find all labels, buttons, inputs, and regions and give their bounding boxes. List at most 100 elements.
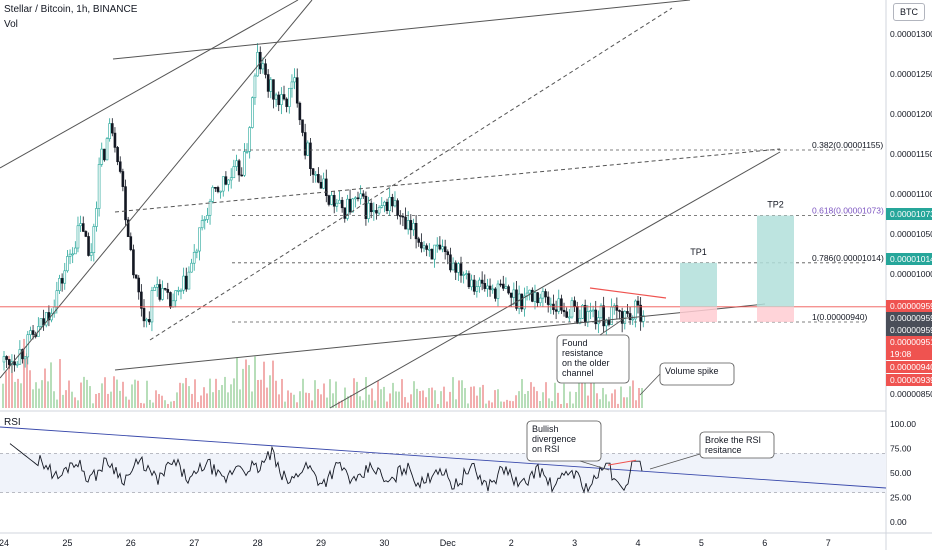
candle-body — [361, 193, 365, 197]
volume-bar — [506, 399, 508, 408]
candle-body — [277, 94, 281, 106]
candle-body — [140, 291, 143, 309]
volume-bar — [422, 390, 424, 408]
candle-body — [118, 161, 122, 172]
volume-bar — [158, 394, 160, 408]
candle-body — [591, 309, 595, 312]
price-scale-badge — [886, 336, 932, 348]
candle-body — [475, 286, 479, 292]
candle-body — [169, 292, 172, 308]
volume-bar — [575, 391, 577, 408]
volume-legend[interactable]: Vol — [4, 19, 18, 30]
candle-body — [240, 174, 244, 177]
volume-bar — [503, 401, 505, 408]
candle-body — [5, 356, 8, 360]
candle-body — [520, 293, 524, 310]
volume-bar — [47, 381, 49, 408]
volume-bar — [572, 403, 574, 408]
candle-body — [171, 300, 175, 308]
volume-bar — [443, 386, 445, 408]
currency-badge[interactable]: BTC — [893, 3, 925, 21]
volume-bar — [50, 362, 52, 408]
candle-body — [129, 236, 133, 251]
volume-bar — [440, 391, 442, 408]
candle-body — [15, 363, 19, 366]
candle-body — [155, 284, 159, 288]
candle-body — [459, 263, 463, 276]
candle-body — [435, 244, 439, 247]
candle-body — [317, 174, 320, 183]
candle-body — [282, 94, 286, 100]
candle-body — [454, 262, 458, 273]
volume-bar — [590, 378, 592, 408]
candle-body — [639, 304, 642, 322]
candle-body — [377, 206, 381, 214]
volume-bar — [317, 388, 319, 408]
volume-bar — [395, 391, 397, 408]
volume-bar — [335, 381, 337, 408]
volume-bar — [203, 387, 205, 408]
rsi-legend[interactable]: RSI — [4, 417, 21, 428]
take-profit-zone — [757, 215, 794, 307]
volume-bar — [131, 384, 133, 408]
candle-body — [404, 216, 407, 230]
price-scale-badge — [886, 300, 932, 312]
volume-bar — [635, 400, 637, 408]
volume-bar — [497, 389, 499, 408]
volume-bar — [623, 397, 625, 408]
candle-body — [507, 286, 510, 294]
candle-body — [126, 219, 130, 237]
symbol-legend[interactable]: Stellar / Bitcoin, 1h, BINANCE — [4, 4, 138, 15]
x-tick-label: 2 — [509, 538, 514, 548]
volume-bar — [527, 390, 529, 408]
volume-bar — [509, 400, 511, 408]
volume-bar — [305, 392, 307, 408]
candle-body — [348, 198, 352, 213]
candle-body — [206, 215, 209, 220]
volume-bar — [374, 400, 376, 408]
volume-bar — [620, 386, 622, 408]
volume-bar — [53, 391, 55, 408]
volume-bar — [479, 387, 481, 408]
candle-body — [195, 250, 199, 253]
volume-bar — [149, 399, 151, 408]
candle-body — [266, 74, 270, 92]
volume-bar — [515, 395, 517, 408]
volume-bar — [56, 399, 58, 408]
volume-bar — [518, 391, 520, 408]
candle-body — [544, 291, 547, 298]
annotation-volume-spike[interactable]: Volume spike — [639, 362, 735, 396]
candle-body — [182, 275, 185, 291]
candle-body — [538, 297, 542, 304]
volume-bar — [278, 394, 280, 408]
candle-body — [92, 226, 96, 253]
candle-body — [179, 289, 183, 292]
candle-body — [177, 290, 180, 292]
candle-body — [586, 311, 590, 323]
volume-bar — [413, 381, 415, 408]
volume-bar — [194, 379, 196, 408]
x-tick-label: 30 — [379, 538, 389, 548]
volume-bar — [581, 376, 583, 408]
price-scale-badge — [886, 208, 932, 220]
candle-body — [533, 292, 537, 302]
candle-body — [428, 248, 431, 251]
volume-bar — [404, 397, 406, 408]
volume-bar — [77, 400, 79, 408]
volume-bar — [170, 401, 172, 408]
candle-body — [243, 151, 246, 176]
price-scale-badge-label: 0.00001073 — [890, 209, 932, 219]
volume-bar — [611, 393, 613, 408]
volume-bar — [599, 399, 601, 408]
price-scale-badge-label: 0.00000939 — [890, 375, 932, 385]
volume-bar — [344, 387, 346, 408]
candle-body — [536, 292, 539, 304]
volume-bar — [299, 391, 301, 408]
x-tick-label: 28 — [253, 538, 263, 548]
volume-bar — [407, 402, 409, 408]
volume-bar — [383, 386, 385, 408]
